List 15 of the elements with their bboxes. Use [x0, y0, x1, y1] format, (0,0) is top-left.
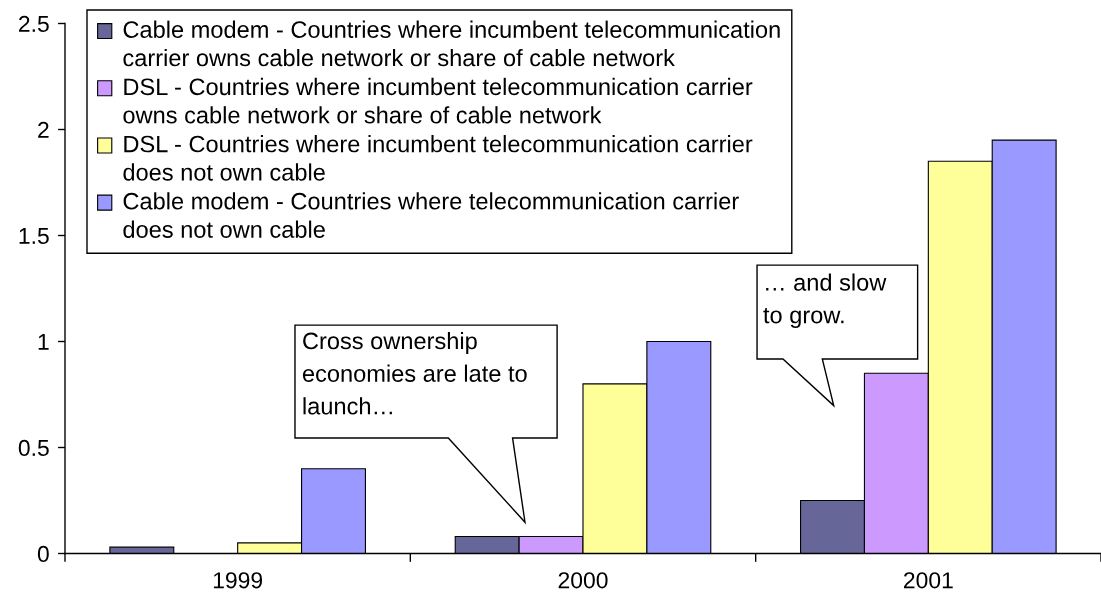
y-tick-label: 2	[38, 121, 49, 138]
y-tick-label: 1.5	[19, 228, 49, 245]
legend-label: Cable modem - Countries where incumbent telecommunication carrier owns cable network or share of cable network	[123, 20, 780, 67]
y-tick-label: 2.5	[19, 15, 49, 33]
y-tick-label: 0	[37, 545, 49, 563]
annotation: … and slow to grow.	[763, 273, 887, 329]
x-tick-label: 2001	[904, 572, 953, 589]
legend-label: DSL - Countries where incumbent telecommunication carrier owns cable network or share of cable network	[123, 77, 753, 124]
x-tick-label: 1999	[213, 572, 263, 589]
legend-label: Cable modem - Countries where telecommunication carrier does not own cable	[123, 192, 739, 238]
legend-label: DSL - Countries where incumbent telecommunication carrier does not own cable	[123, 135, 753, 181]
annotation: Cross ownership economies are late to launch…	[302, 331, 527, 415]
y-tick-label: 0.5	[18, 439, 49, 457]
y-tick-label: 1	[38, 334, 49, 350]
x-tick-label: 2000	[558, 572, 608, 589]
